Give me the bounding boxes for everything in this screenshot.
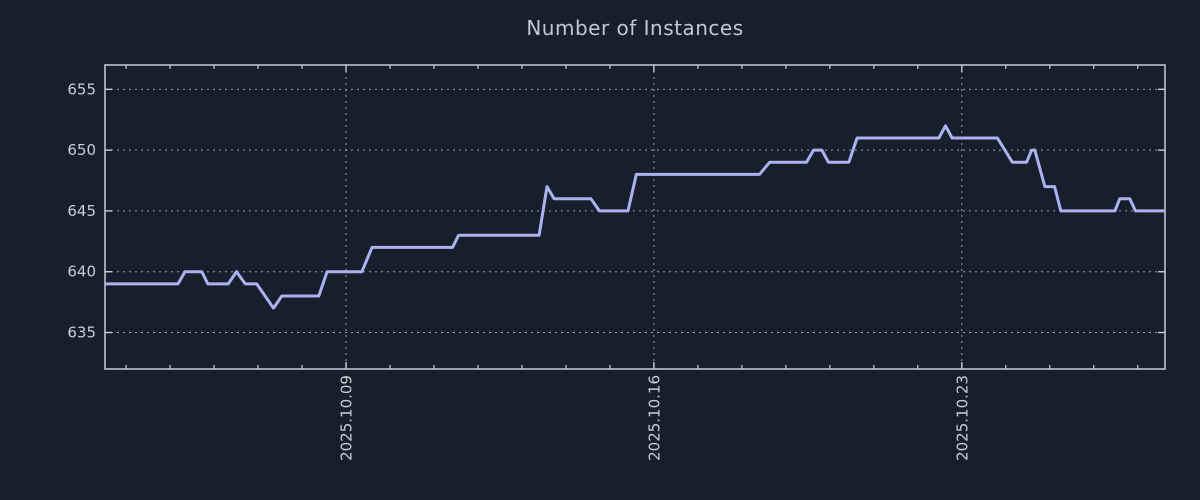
y-tick-label: 655 [67, 80, 96, 98]
y-tick-label: 650 [67, 141, 96, 159]
y-tick-label: 645 [67, 202, 96, 220]
y-tick-label: 640 [67, 263, 96, 281]
x-tick-label: 2025.10.09 [338, 375, 356, 461]
chart-title: Number of Instances [526, 16, 744, 40]
x-tick-label: 2025.10.16 [645, 375, 663, 461]
x-tick-label: 2025.10.23 [953, 375, 971, 461]
plot-border [104, 64, 1166, 370]
series-line-instances [105, 124, 1165, 310]
y-tick-label: 635 [67, 324, 96, 342]
